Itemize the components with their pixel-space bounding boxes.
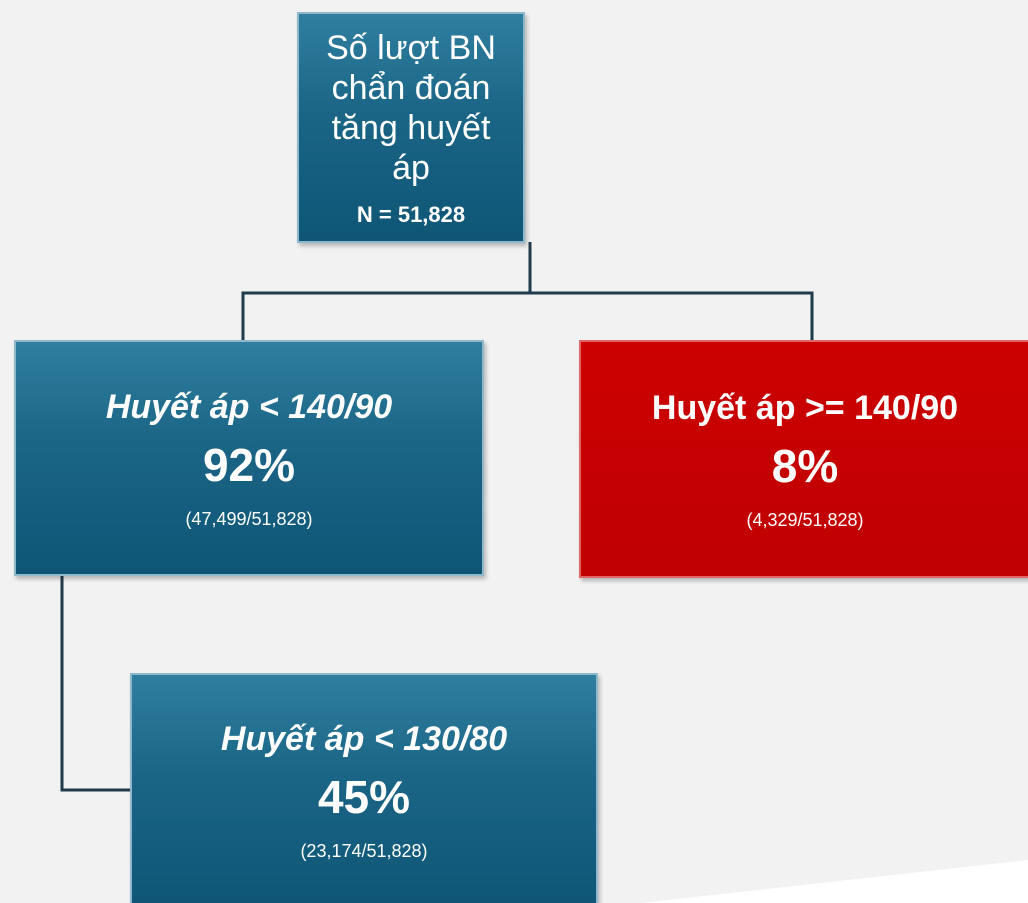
node-title: Huyết áp >= 140/90 (651, 388, 959, 427)
node-value: 45% (317, 771, 411, 823)
connector (60, 575, 130, 792)
node-value: N = 51,828 (356, 201, 466, 227)
node-value: 92% (202, 438, 296, 491)
node-detail: (47,499/51,828) (185, 508, 313, 529)
node-title: Số lượt BN chẩn đoán tăng huyết áp (326, 28, 496, 187)
node-value: 8% (771, 439, 839, 492)
node-right: Huyết áp >= 140/90 8% (4,329/51,828) (579, 340, 1028, 578)
connectors (60, 242, 814, 792)
connector (241, 291, 814, 340)
node-detail: (23,174/51,828) (300, 841, 428, 861)
node-root: Số lượt BN chẩn đoán tăng huyết áp N = 5… (297, 12, 525, 243)
bg-shape (640, 860, 1028, 903)
node-title: Huyết áp < 130/80 (220, 720, 508, 758)
node-detail: (4,329/51,828) (746, 509, 864, 530)
node-title: Huyết áp < 140/90 (105, 387, 393, 426)
node-bottom: Huyết áp < 130/80 45% (23,174/51,828) (130, 673, 598, 903)
node-left: Huyết áp < 140/90 92% (47,499/51,828) (14, 340, 484, 576)
